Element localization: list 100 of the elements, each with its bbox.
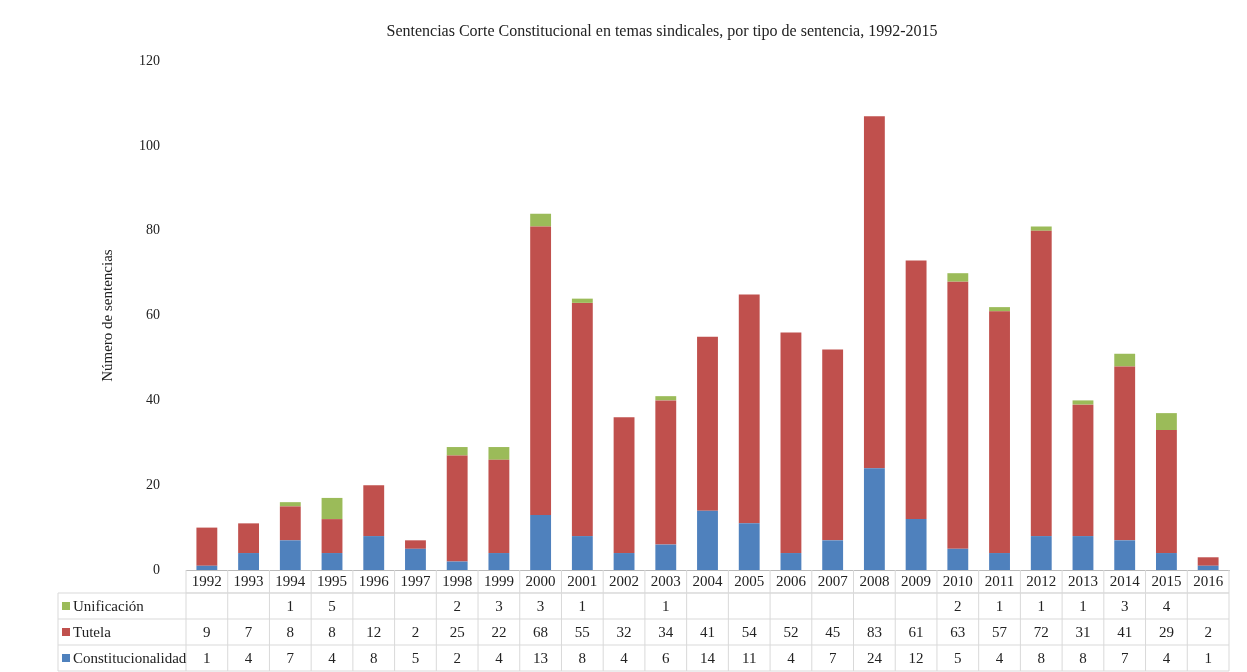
data-label: 1: [995, 597, 1004, 614]
y-tick-label: 100: [139, 137, 160, 153]
x-tick-label: 2014: [1109, 573, 1141, 590]
x-tick-label: 1993: [233, 573, 264, 590]
data-label: 54: [741, 623, 758, 640]
bar: [363, 536, 385, 570]
data-label: 2: [1204, 623, 1212, 640]
data-label: 8: [286, 623, 295, 640]
data-label: 3: [536, 597, 545, 614]
data-label: 52: [783, 623, 799, 640]
bar: [697, 336, 718, 511]
data-label: 45: [825, 623, 841, 640]
bar: [780, 332, 802, 554]
y-tick-label: 60: [146, 307, 160, 323]
data-label: 55: [574, 623, 590, 640]
bar: [613, 417, 635, 554]
bar: [363, 485, 385, 537]
legend-label: Unificación: [73, 597, 145, 614]
bar: [279, 506, 301, 541]
x-tick-label: 2003: [650, 573, 681, 590]
data-label: 1: [1037, 597, 1046, 614]
bar: [613, 553, 635, 570]
bar: [1030, 230, 1052, 537]
data-label: 3: [495, 597, 503, 614]
data-label: 4: [787, 649, 796, 666]
bar: [1030, 536, 1052, 570]
data-label: 41: [700, 623, 715, 640]
data-label: 2: [453, 597, 461, 614]
data-label: 8: [328, 623, 336, 640]
data-label: 2: [453, 649, 461, 666]
data-label: 5: [328, 597, 336, 614]
bar: [530, 226, 552, 515]
data-label: 1: [662, 597, 670, 614]
bar: [1197, 565, 1219, 570]
x-tick-label: 1992: [191, 573, 222, 590]
bar: [238, 523, 260, 554]
x-tick-label: 1995: [317, 573, 348, 590]
bar: [571, 298, 593, 303]
data-label: 31: [1075, 623, 1091, 640]
data-label: 7: [244, 623, 253, 640]
x-tick-label: 2010: [942, 573, 973, 590]
data-label: 5: [954, 649, 962, 666]
x-tick-label: 2002: [609, 573, 640, 590]
bar: [530, 213, 552, 227]
bar: [196, 565, 218, 570]
data-label: 1: [578, 597, 587, 614]
bar: [488, 553, 510, 570]
bar: [405, 540, 426, 549]
bar: [822, 540, 844, 570]
bar: [738, 294, 760, 524]
bar: [989, 311, 1010, 554]
data-label: 7: [828, 649, 837, 666]
data-label: 6: [662, 649, 671, 666]
bar: [321, 553, 343, 570]
bar: [1072, 404, 1094, 537]
data-label: 14: [700, 649, 716, 666]
x-tick-label: 1997: [400, 573, 431, 590]
data-label: 1: [1204, 649, 1212, 666]
data-label: 34: [658, 623, 674, 640]
data-label: 57: [992, 623, 1008, 640]
x-tick-label: 1999: [483, 573, 514, 590]
data-label: 68: [533, 623, 549, 640]
bar: [446, 447, 468, 456]
bar: [1114, 540, 1136, 570]
x-tick-label: 2015: [1151, 573, 1182, 590]
y-tick-label: 20: [146, 476, 160, 492]
bar: [1155, 553, 1177, 570]
bar: [863, 116, 885, 469]
x-tick-label: 1994: [275, 573, 306, 590]
data-label: 4: [995, 649, 1004, 666]
bar: [488, 447, 510, 460]
x-tick-label: 2001: [567, 573, 598, 590]
bar: [655, 544, 677, 570]
bar: [405, 548, 426, 570]
bar: [905, 519, 927, 570]
x-tick-label: 2012: [1026, 573, 1057, 590]
data-label: 2: [954, 597, 962, 614]
data-label: 24: [866, 649, 883, 666]
bar: [571, 302, 593, 537]
x-tick-label: 2008: [859, 573, 890, 590]
data-label: 4: [495, 649, 504, 666]
data-label: 2: [411, 623, 420, 640]
x-tick-label: 2009: [901, 573, 932, 590]
x-tick-label: 1998: [442, 573, 473, 590]
data-label: 11: [741, 649, 757, 666]
bar: [1072, 400, 1094, 405]
bar: [863, 468, 885, 570]
bar: [1197, 557, 1219, 566]
bar: [321, 519, 343, 554]
bar: [1114, 366, 1136, 541]
data-label: 3: [1120, 597, 1129, 614]
data-label: 8: [578, 649, 587, 666]
bar: [279, 502, 301, 507]
data-label: 4: [1162, 597, 1171, 614]
data-label: 4: [620, 649, 629, 666]
x-tick-label: 2000: [525, 573, 556, 590]
bar: [279, 540, 301, 570]
x-tick-label: 2011: [984, 573, 1015, 590]
legend-label: Tutela: [73, 623, 112, 640]
bar: [1155, 430, 1177, 554]
